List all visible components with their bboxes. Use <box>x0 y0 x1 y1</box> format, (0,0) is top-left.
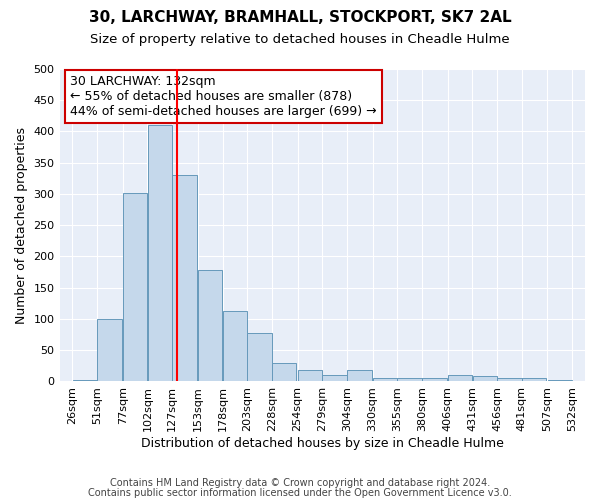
Bar <box>172 175 197 382</box>
Text: Contains HM Land Registry data © Crown copyright and database right 2024.: Contains HM Land Registry data © Crown c… <box>110 478 490 488</box>
Bar <box>223 312 247 382</box>
Text: 30, LARCHWAY, BRAMHALL, STOCKPORT, SK7 2AL: 30, LARCHWAY, BRAMHALL, STOCKPORT, SK7 2… <box>89 10 511 25</box>
Bar <box>272 362 296 382</box>
Bar <box>422 378 446 382</box>
Bar <box>448 375 472 382</box>
Bar <box>497 378 521 382</box>
Bar <box>397 378 422 382</box>
Bar <box>322 375 347 382</box>
Y-axis label: Number of detached properties: Number of detached properties <box>15 126 28 324</box>
Bar <box>247 334 272 382</box>
Bar <box>347 370 371 382</box>
Text: Size of property relative to detached houses in Cheadle Hulme: Size of property relative to detached ho… <box>90 32 510 46</box>
Text: 30 LARCHWAY: 132sqm
← 55% of detached houses are smaller (878)
44% of semi-detac: 30 LARCHWAY: 132sqm ← 55% of detached ho… <box>70 75 377 118</box>
Bar <box>473 376 497 382</box>
Text: Contains public sector information licensed under the Open Government Licence v3: Contains public sector information licen… <box>88 488 512 498</box>
Bar <box>548 380 572 382</box>
Bar <box>148 125 172 382</box>
Bar <box>97 319 122 382</box>
Bar <box>123 192 147 382</box>
Bar <box>198 270 223 382</box>
Bar <box>298 370 322 382</box>
Bar <box>373 378 397 382</box>
Bar <box>73 380 97 382</box>
X-axis label: Distribution of detached houses by size in Cheadle Hulme: Distribution of detached houses by size … <box>141 437 504 450</box>
Bar <box>522 378 547 382</box>
